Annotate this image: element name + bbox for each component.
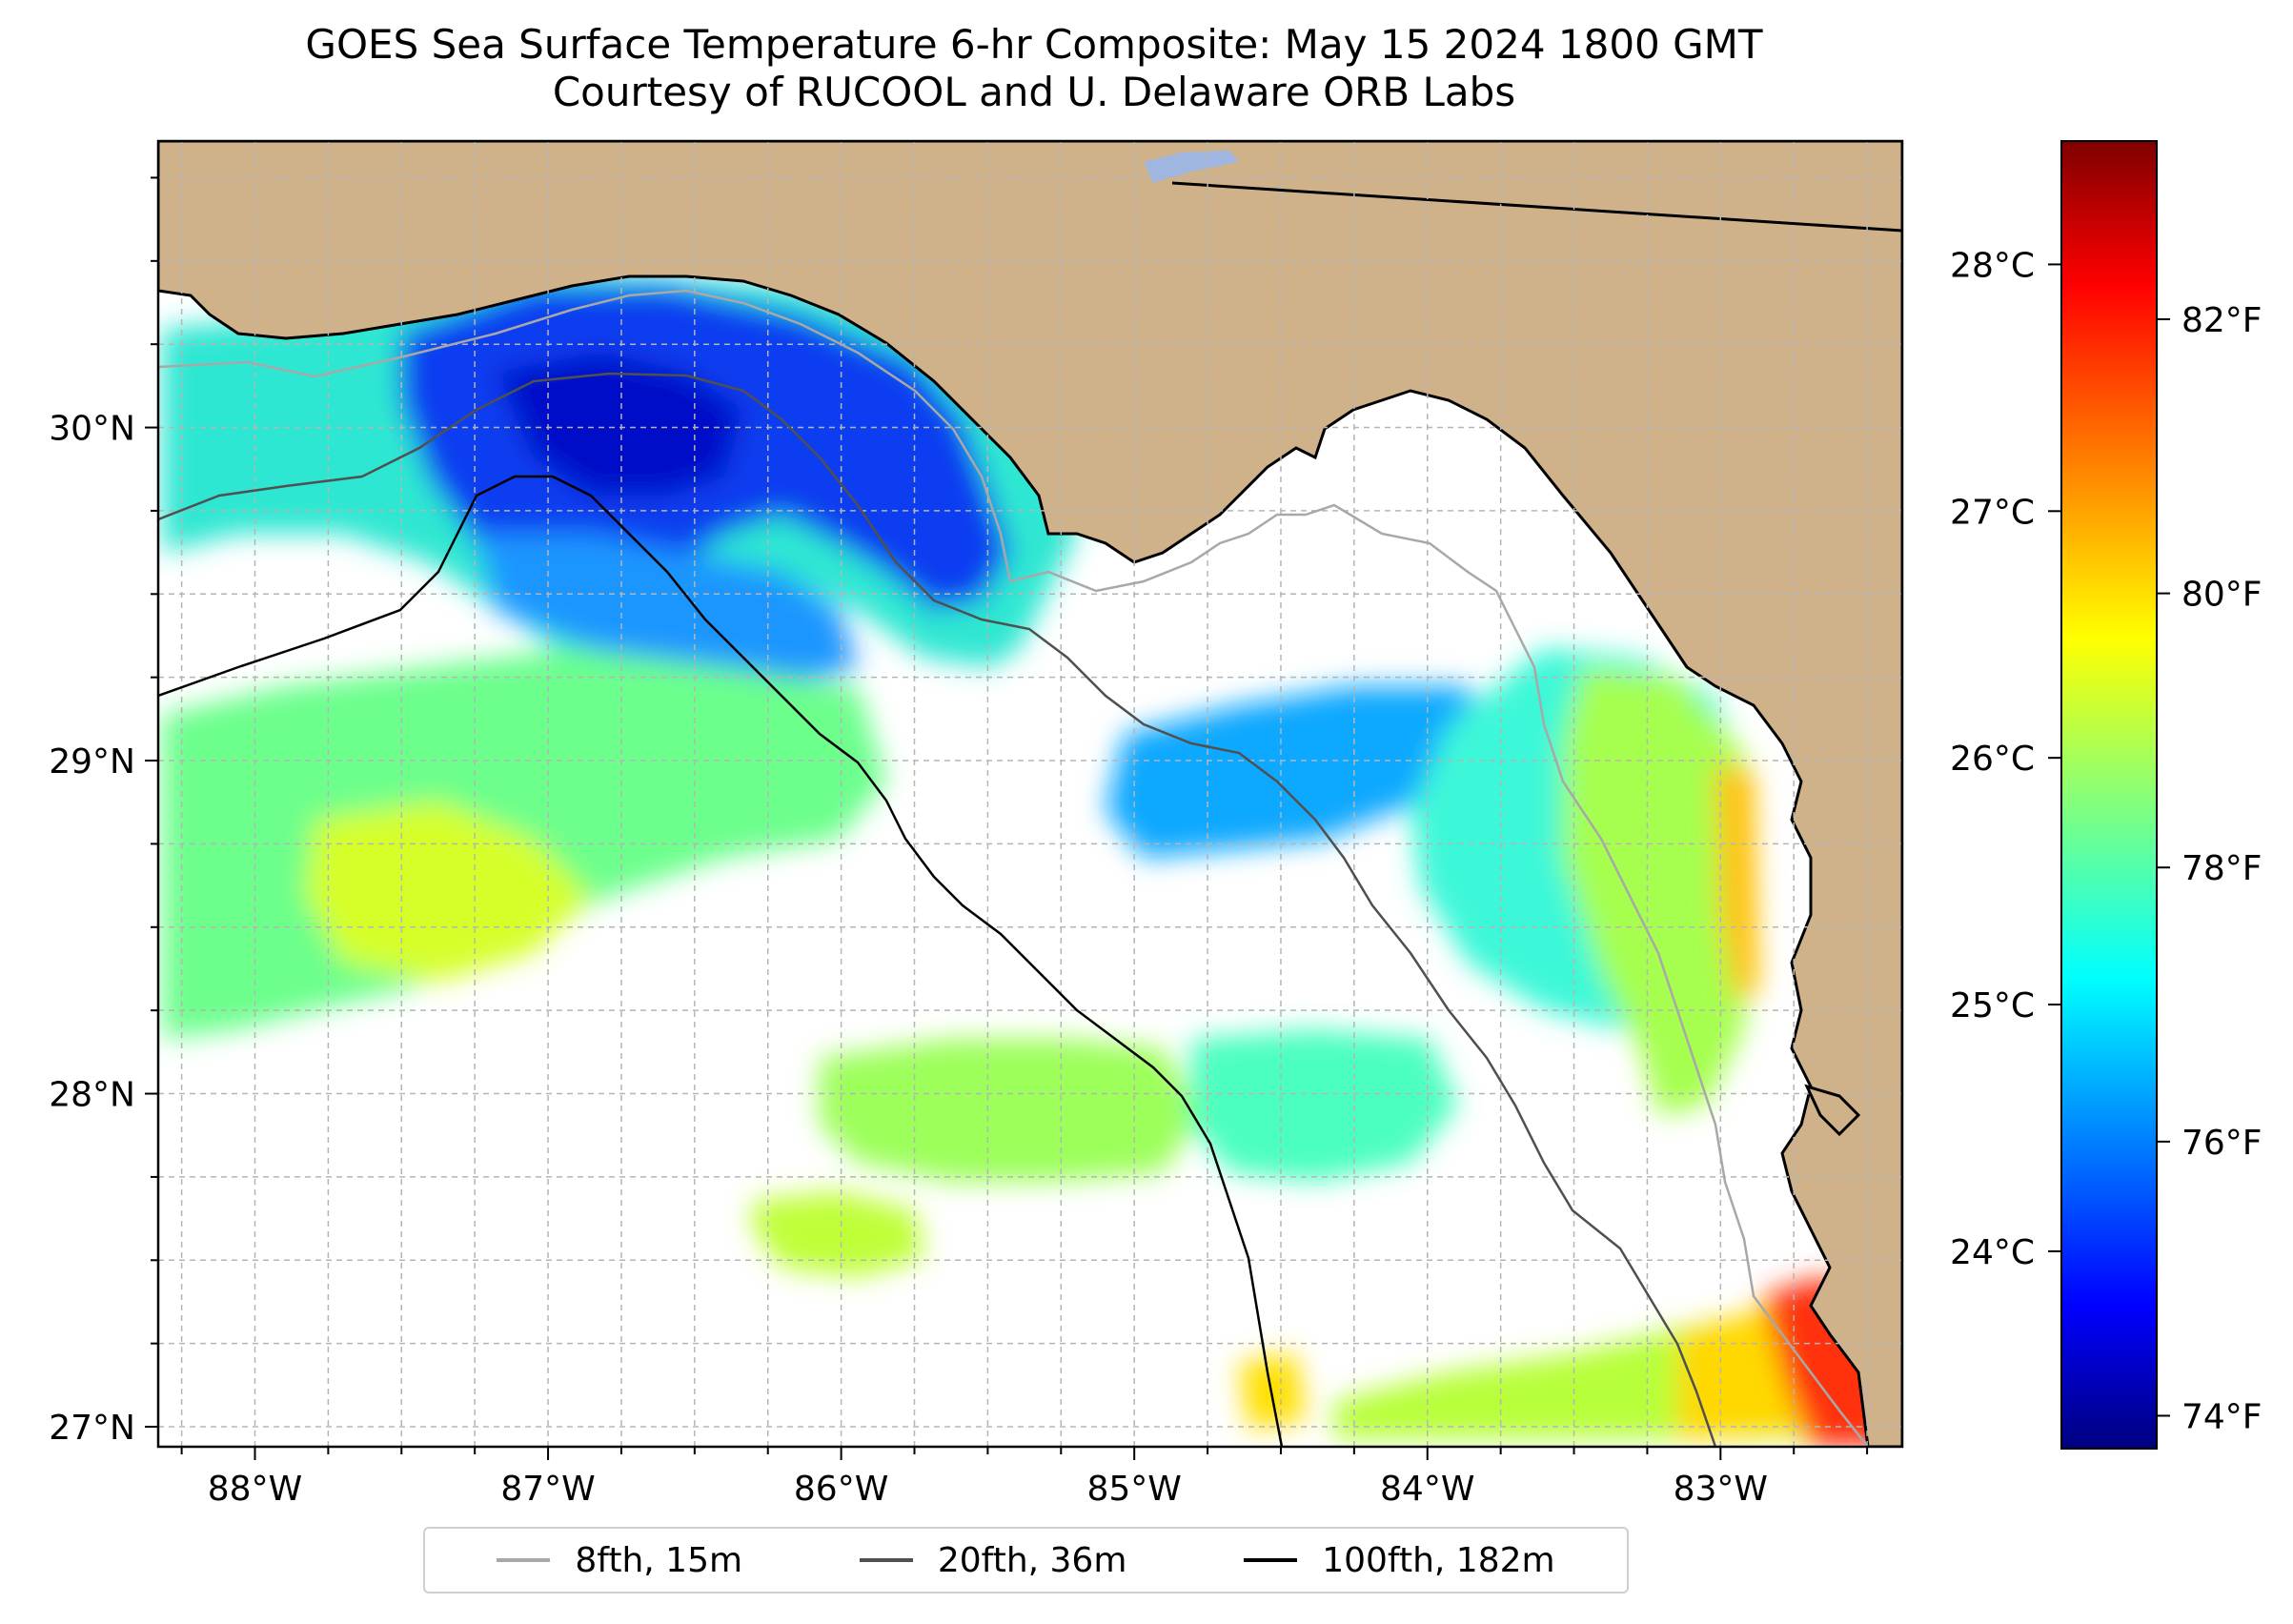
colorbar-fahrenheit-label: 80°F — [2181, 576, 2263, 615]
sst-patch-blue-south — [477, 534, 858, 686]
legend-item-100fth: 100fth, 182m — [1244, 1540, 1555, 1580]
legend-item-20fth: 20fth, 36m — [859, 1540, 1127, 1580]
sst-patch-west-yellow — [305, 801, 591, 982]
map-title: GOES Sea Surface Temperature 6-hr Compos… — [0, 21, 2068, 116]
contour-100fth — [158, 475, 1284, 1447]
land-north — [158, 141, 1902, 1447]
sst-patch-east-orange — [1715, 762, 1758, 1001]
colorbar-celsius-label: 26°C — [1950, 740, 2035, 779]
sst-patch-south-band-east — [1191, 1029, 1458, 1182]
sst-patch-south-small — [753, 1191, 924, 1277]
sst-patch-east-green — [1563, 667, 1754, 1115]
sst-patch-darkest — [496, 353, 743, 496]
coastline-detail-tampa — [1804, 1084, 1861, 1137]
lon-tick-label: 87°W — [500, 1470, 595, 1509]
lon-tick-label: 85°W — [1086, 1470, 1181, 1509]
colorbar-celsius-label: 24°C — [1950, 1233, 2035, 1272]
lat-tick-label: 28°N — [49, 1076, 135, 1115]
graticule — [158, 141, 1902, 1447]
colorbar-fahrenheit-label: 82°F — [2181, 301, 2263, 340]
legend-label-8fth: 8fth, 15m — [575, 1540, 743, 1580]
colorbar-celsius-label: 28°C — [1950, 246, 2035, 285]
legend-swatch-20fth — [859, 1558, 913, 1562]
colorbar — [2060, 140, 2158, 1450]
legend-label-100fth: 100fth, 182m — [1322, 1540, 1555, 1580]
colorbar-fahrenheit-label: 78°F — [2181, 849, 2263, 888]
state-border — [1171, 181, 1902, 233]
inland-lake — [1144, 151, 1239, 183]
colorbar-celsius-label: 27°C — [1950, 493, 2035, 532]
lat-tick-label: 30°N — [49, 410, 135, 449]
lon-tick-label: 88°W — [208, 1470, 302, 1509]
colorbar-ticks: 24°C 25°C 26°C 27°C 28°C 74°F 76°F 78°F 80°F 82°F — [1950, 246, 2262, 1436]
lon-tick-label: 84°W — [1380, 1470, 1474, 1509]
title-line-2: Courtesy of RUCOOL and U. Delaware ORB L… — [552, 69, 1516, 115]
depth-contour-legend: 8fth, 15m 20fth, 36m 100fth, 182m — [423, 1527, 1629, 1594]
longitude-axis: 88°W 87°W 86°W 85°W 84°W 83°W — [180, 1447, 1869, 1509]
map-frame — [156, 139, 1904, 1449]
lat-tick-label: 27°N — [49, 1409, 135, 1448]
sst-patch-mid-cyan — [1106, 686, 1487, 858]
legend-label-20fth: 20fth, 36m — [937, 1540, 1127, 1580]
latitude-axis: 27°N 28°N 29°N 30°N — [49, 176, 158, 1448]
lon-tick-label: 83°W — [1674, 1470, 1768, 1509]
lon-tick-label: 86°W — [794, 1470, 888, 1509]
contour-8fth — [158, 289, 1869, 1447]
colorbar-fahrenheit-label: 74°F — [2181, 1397, 2263, 1436]
legend-item-8fth: 8fth, 15m — [497, 1541, 742, 1580]
colorbar-celsius-label: 25°C — [1950, 986, 2035, 1025]
colorbar-fahrenheit-label: 76°F — [2181, 1124, 2263, 1163]
contour-20fth — [158, 372, 1717, 1447]
lat-tick-label: 29°N — [49, 742, 135, 782]
title-line-1: GOES Sea Surface Temperature 6-hr Compos… — [305, 21, 1763, 68]
legend-swatch-8fth — [497, 1558, 551, 1562]
legend-swatch-100fth — [1244, 1558, 1298, 1562]
